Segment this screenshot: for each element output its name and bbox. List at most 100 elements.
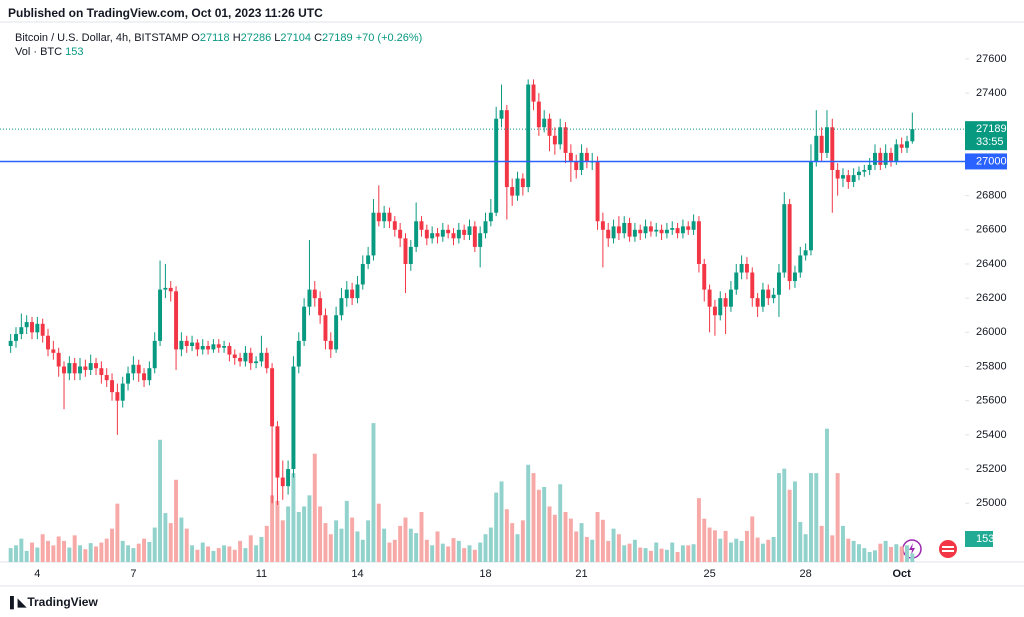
candle-body xyxy=(104,375,109,381)
flag-icon[interactable] xyxy=(939,540,957,558)
volume-bar xyxy=(120,540,125,562)
y-tick-label: 25600 xyxy=(976,395,1007,407)
volume-bar xyxy=(760,543,765,562)
volume-bar xyxy=(798,522,803,562)
brand: ▌◣ TradingView xyxy=(10,595,98,609)
volume-bar xyxy=(803,534,808,562)
x-tick-label: 25 xyxy=(703,568,715,580)
candle-body xyxy=(147,368,152,381)
candle-body xyxy=(782,204,787,273)
candle-body xyxy=(883,152,888,165)
candle-body xyxy=(222,346,227,348)
volume-bar xyxy=(899,546,904,562)
volume-bar xyxy=(878,543,883,562)
candle-body xyxy=(857,171,861,176)
volume-label: Vol · BTC xyxy=(15,46,63,58)
volume-bar xyxy=(318,506,323,562)
volume-bar xyxy=(782,468,787,562)
volume-bar xyxy=(99,542,104,562)
countdown: 33:55 xyxy=(976,136,1004,148)
candle-body xyxy=(600,221,605,230)
candle-body xyxy=(120,383,125,401)
candle-body xyxy=(584,152,589,162)
volume-bar xyxy=(478,542,483,562)
candle-body xyxy=(696,221,701,264)
volume-bar xyxy=(360,539,365,562)
x-tick-label: 11 xyxy=(256,568,267,580)
volume-bar xyxy=(632,539,637,562)
volume-bar xyxy=(366,520,371,562)
volume-bar xyxy=(547,506,552,562)
volume-bar xyxy=(200,542,205,562)
x-tick-label: 18 xyxy=(479,568,491,580)
candle-body xyxy=(760,289,765,307)
volume-bar xyxy=(440,543,445,562)
y-tick-label: 26000 xyxy=(976,326,1007,338)
volume-bar xyxy=(680,545,685,562)
candle-body xyxy=(152,340,157,369)
x-tick-label: 4 xyxy=(34,568,40,580)
candle-body xyxy=(126,373,131,384)
volume-bar xyxy=(238,540,243,562)
candle-body xyxy=(168,287,173,292)
candle-body xyxy=(248,352,253,364)
candle-body xyxy=(387,212,392,222)
candle-body xyxy=(622,222,627,234)
volume-bar xyxy=(280,520,285,562)
volume-price-label: 153 xyxy=(976,533,994,545)
candle-body xyxy=(350,289,355,299)
candle-body xyxy=(563,127,568,153)
volume-bar xyxy=(131,548,136,562)
candle-body xyxy=(611,226,616,239)
volume-bar xyxy=(814,473,819,562)
volume-bar xyxy=(115,503,120,562)
candle-body xyxy=(243,352,248,362)
candle-body xyxy=(723,298,728,307)
y-tick-label: 25800 xyxy=(976,360,1007,372)
candle-body xyxy=(83,366,88,370)
candle-body xyxy=(873,152,877,165)
y-tick-label: 26200 xyxy=(976,292,1007,304)
candle-body xyxy=(158,289,163,341)
volume-bar xyxy=(195,549,200,562)
candle-body xyxy=(889,152,893,162)
change: +70 (+0.26%) xyxy=(355,32,423,44)
y-tick-label: 25200 xyxy=(976,463,1007,475)
volume-bar xyxy=(334,520,339,562)
volume-bar xyxy=(824,428,829,562)
candle-body xyxy=(499,110,504,119)
volume-bar xyxy=(472,549,477,562)
candle-body xyxy=(878,152,883,165)
candle-body xyxy=(712,306,717,316)
candle-body xyxy=(467,226,472,235)
x-tick-label: 21 xyxy=(575,568,587,580)
volume-bar xyxy=(424,539,429,562)
candle-body xyxy=(51,349,56,353)
volume-bar xyxy=(616,534,621,562)
volume-bar xyxy=(579,523,584,562)
candle-body xyxy=(360,263,365,285)
volume-bar xyxy=(483,534,488,562)
volume-bar xyxy=(792,481,797,562)
x-tick-label: 7 xyxy=(130,568,136,580)
candle-body xyxy=(851,175,856,182)
candle-body xyxy=(142,373,147,381)
volume-bar xyxy=(643,548,648,562)
volume-bar xyxy=(883,540,888,562)
candle-body xyxy=(179,340,184,350)
candle-body xyxy=(14,334,18,341)
volume-bar xyxy=(67,547,72,562)
candle-body xyxy=(702,263,707,290)
volume-legend: Vol · BTC 153 xyxy=(15,46,84,58)
volume-bar xyxy=(275,500,280,562)
volume-bar xyxy=(264,525,269,562)
volume-bar xyxy=(606,540,611,562)
volume-bar xyxy=(558,484,563,562)
volume-bar xyxy=(323,523,328,562)
volume-bar xyxy=(702,518,707,562)
candle-body xyxy=(574,161,579,170)
volume-bar xyxy=(590,539,595,562)
candle-body xyxy=(478,233,483,247)
volume-bar xyxy=(531,473,536,562)
candle-body xyxy=(110,380,115,393)
